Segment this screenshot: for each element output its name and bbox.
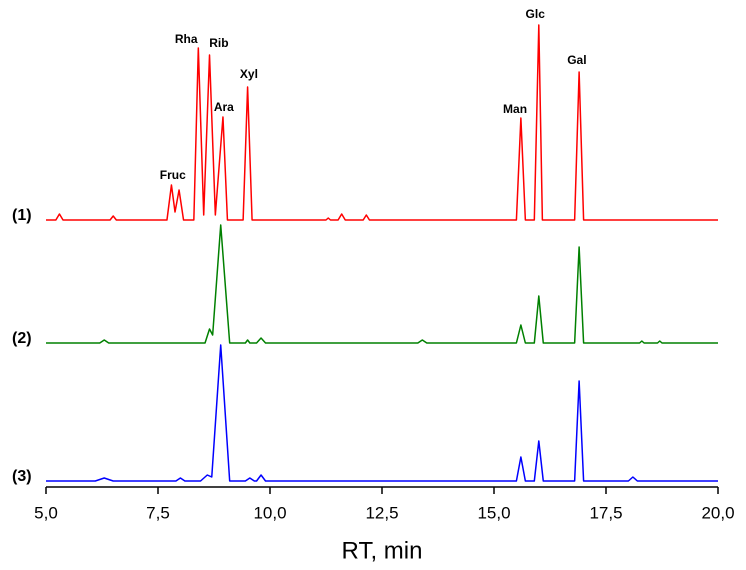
peak-label: Rib bbox=[209, 36, 228, 50]
peak-label: Ara bbox=[214, 100, 234, 114]
x-tick-label: 12,5 bbox=[365, 503, 398, 522]
peak-label: Glc bbox=[526, 7, 546, 21]
peak-label: Fruc bbox=[160, 168, 186, 182]
trace bbox=[46, 344, 718, 482]
x-axis-label: RT, min bbox=[342, 537, 423, 564]
series-label: (3) bbox=[12, 468, 32, 485]
x-tick-label: 10,0 bbox=[253, 503, 286, 522]
peak-label: Gal bbox=[567, 53, 586, 67]
trace bbox=[46, 24, 718, 221]
peak-label: Rha bbox=[175, 32, 198, 46]
peak-label: Xyl bbox=[240, 67, 258, 81]
x-tick-label: 15,0 bbox=[477, 503, 510, 522]
peak-label: Man bbox=[503, 102, 527, 116]
x-tick-label: 20,0 bbox=[701, 503, 734, 522]
series-label: (1) bbox=[12, 207, 32, 224]
series-label: (2) bbox=[12, 330, 32, 347]
x-tick-label: 17,5 bbox=[589, 503, 622, 522]
x-tick-label: 5,0 bbox=[34, 503, 58, 522]
x-tick-label: 7,5 bbox=[146, 503, 170, 522]
trace bbox=[46, 224, 718, 344]
